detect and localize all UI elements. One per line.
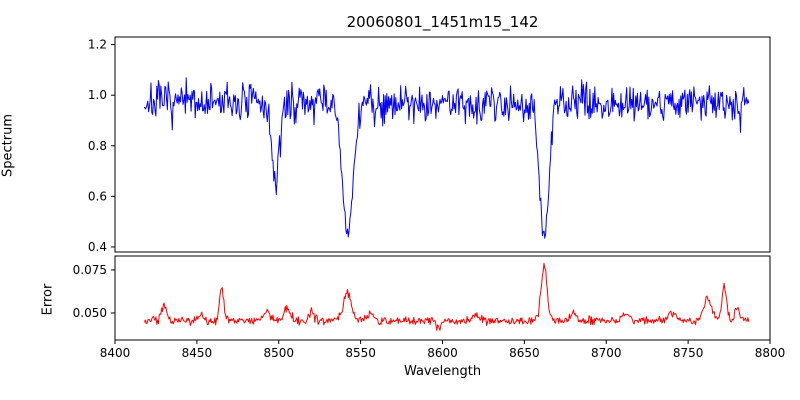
y-tick-label: 0.8 xyxy=(88,139,107,153)
y-tick-label: 1.0 xyxy=(88,88,107,102)
y-tick-label: 1.2 xyxy=(88,38,107,52)
x-tick-label: 8800 xyxy=(755,346,786,360)
x-tick-label: 8650 xyxy=(509,346,540,360)
y-tick-label: 0.075 xyxy=(73,263,107,277)
y-tick-label: 0.050 xyxy=(73,306,107,320)
spectrum-line xyxy=(144,77,750,239)
y-tick-label: 0.4 xyxy=(88,240,107,254)
chart-title: 20060801_1451m15_142 xyxy=(346,13,539,31)
error-line xyxy=(144,262,750,331)
x-tick-label: 8500 xyxy=(263,346,294,360)
x-tick-label: 8550 xyxy=(345,346,376,360)
x-tick-label: 8400 xyxy=(100,346,131,360)
x-tick-label: 8600 xyxy=(427,346,458,360)
y-tick-label: 0.6 xyxy=(88,189,107,203)
x-tick-label: 8450 xyxy=(182,346,213,360)
x-tick-label: 8700 xyxy=(591,346,622,360)
x-tick-label: 8750 xyxy=(673,346,704,360)
x-axis-label: Wavelength xyxy=(403,364,482,379)
